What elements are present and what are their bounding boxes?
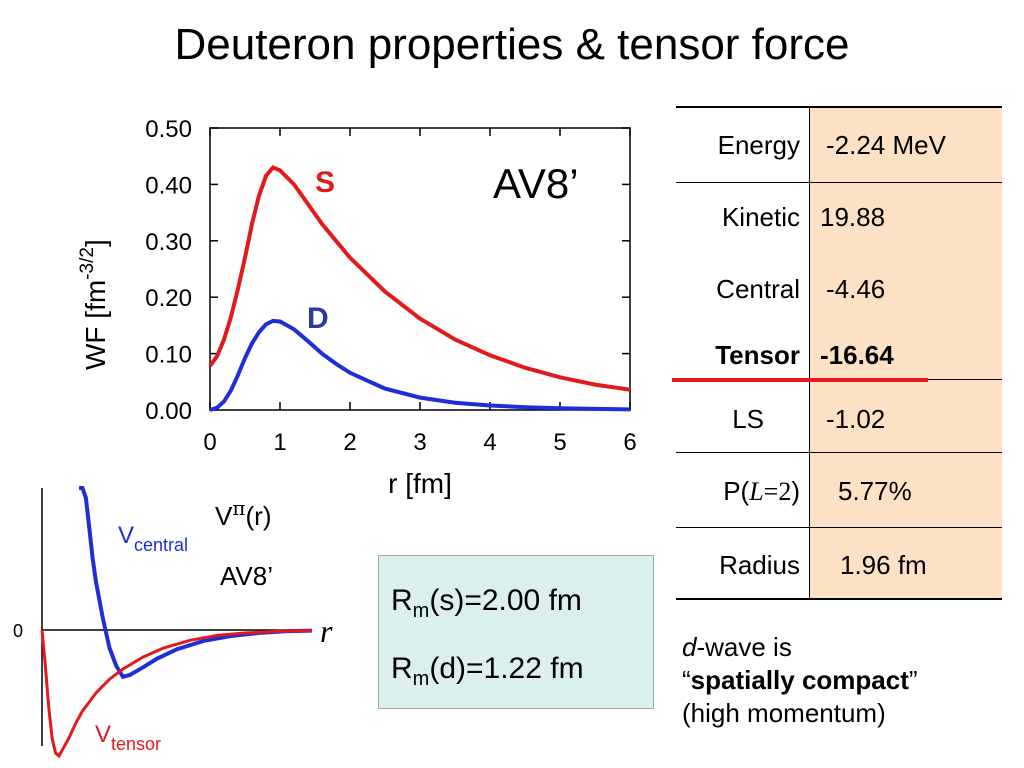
y-tick-label: 0.20 (145, 285, 192, 312)
row-value-tensor: -16.64 (820, 340, 894, 370)
y-tick-label: 0.40 (145, 172, 192, 199)
row-label-kinetic: Kinetic (721, 202, 800, 232)
potential-chart: 0 Vcentral Vtensor Vπ(r) AV8’ r (13, 486, 333, 759)
dwave-note: d-wave is “spatially compact” (high mome… (682, 632, 918, 729)
row-label-central: Central (716, 274, 800, 304)
column-divider (809, 106, 810, 600)
row-label-energy: Energy (717, 130, 800, 160)
d-wave-label: D (307, 302, 329, 335)
table-top-border (676, 106, 1002, 108)
v-central-curve (79, 486, 313, 680)
dwave-note-line1: d-wave is (682, 632, 792, 662)
s-wave-label: S (315, 166, 335, 199)
tensor-underline (672, 378, 928, 382)
y-axis-label-main: WF [fm (80, 280, 111, 370)
x-tick-label: 4 (483, 429, 496, 456)
x-tick-label: 3 (413, 429, 426, 456)
table-divider-1 (676, 182, 1002, 183)
y-tick-label: 0.50 (145, 116, 192, 143)
x-tick-label: 2 (343, 429, 356, 456)
potential-zero-tick: 0 (13, 621, 23, 641)
y-axis-label-exponent: -3/2 (77, 247, 98, 280)
row-value-central: -4.46 (826, 274, 886, 304)
radii-box: Rm(s)=2.00 fm Rm(d)=1.22 fm (378, 555, 654, 709)
row-label-ls: LS (732, 404, 764, 434)
row-value-radius: 1.96 fm (840, 550, 927, 580)
wavefunction-chart: 0 1 2 3 4 5 6 0.00 0.10 0.20 0.30 0.40 0.50 S D AV8’… (77, 116, 637, 499)
value-column-bg (810, 106, 1002, 600)
row-label-probability: P(L=2) (723, 476, 800, 506)
potential-av8-label: AV8’ (220, 561, 273, 591)
x-tick-label: 0 (203, 429, 216, 456)
v-tensor-curve (40, 629, 313, 759)
y-axis-label-close: ] (80, 239, 111, 247)
y-axis-label: WF [fm-3/2] (77, 239, 111, 370)
r-axis-label: r (320, 613, 333, 649)
x-tick-label: 6 (623, 429, 636, 456)
radius-d-line: Rm(d)=1.22 fm (391, 652, 584, 690)
radius-s-line: Rm(s)=2.00 fm (391, 584, 582, 622)
page-title: Deuteron properties & tensor force (174, 20, 850, 69)
s-wave-curve (208, 165, 631, 392)
row-value-kinetic: 19.88 (820, 202, 886, 232)
properties-table: Energy -2.24 MeV Kinetic 19.88 Central -… (672, 106, 1002, 600)
dwave-note-line2: “spatially compact” (682, 665, 918, 695)
row-label-radius: Radius (719, 550, 800, 580)
v-tensor-label: Vtensor (95, 721, 161, 754)
row-value-ls: -1.02 (826, 404, 886, 434)
row-label-tensor: Tensor (715, 340, 800, 370)
table-bottom-border (676, 598, 1002, 600)
y-tick-label: 0.30 (145, 229, 192, 256)
y-tick-label: 0.10 (145, 342, 192, 369)
x-axis-label: r [fm] (388, 468, 452, 499)
row-value-probability: 5.77% (838, 476, 912, 506)
row-value-energy: -2.24 MeV (826, 130, 946, 160)
av8-annotation: AV8’ (493, 160, 579, 207)
x-tick-label: 1 (273, 429, 286, 456)
x-tick-label: 5 (553, 429, 566, 456)
v-central-label: Vcentral (118, 522, 188, 555)
d-wave-curve (209, 318, 631, 412)
table-divider-4 (676, 527, 1002, 528)
dwave-note-line3: (high momentum) (682, 698, 886, 728)
v-pi-title: Vπ(r) (215, 496, 271, 531)
y-tick-label: 0.00 (145, 398, 192, 425)
table-divider-3 (676, 452, 1002, 453)
